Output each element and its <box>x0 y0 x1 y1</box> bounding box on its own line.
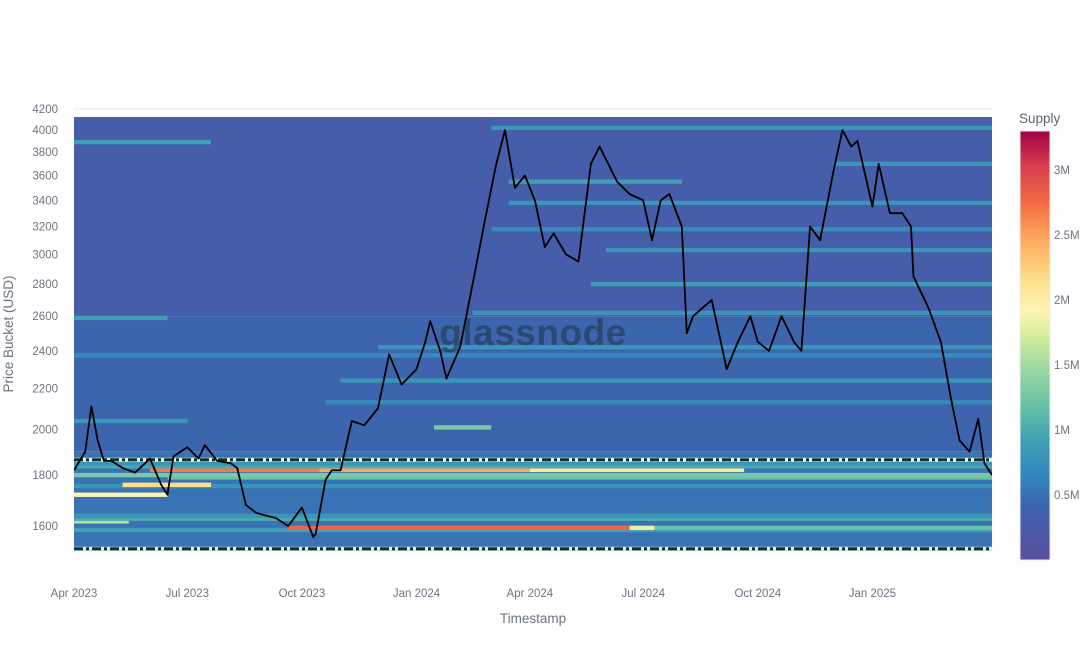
x-axis: Apr 2023 Jul 2023 Oct 2023 Jan 2024 Apr 2024… <box>51 588 896 600</box>
y-tick-label: 1800 <box>32 470 58 482</box>
colorbar-tick-label: 2.5M <box>1054 230 1080 242</box>
heatmap-band <box>508 179 682 184</box>
heatmap-band <box>377 345 992 350</box>
x-tick-label: Jul 2024 <box>621 588 665 600</box>
x-tick-label: Oct 2023 <box>279 588 326 600</box>
y-axis: 1600 1800 2000 2200 2400 2600 2800 3000 3200 3400… <box>32 104 58 533</box>
heatmap-band <box>319 467 530 473</box>
y-tick-label: 3200 <box>32 221 58 233</box>
y-tick-label: 4200 <box>32 104 58 116</box>
heatmap-background <box>74 316 992 452</box>
heatmap-band <box>74 472 992 478</box>
y-tick-label: 3600 <box>32 171 58 183</box>
y-axis-title: Price Bucket (USD) <box>1 275 16 392</box>
heatmap-band <box>325 400 992 405</box>
heatmap-band <box>74 483 992 489</box>
heatmap-band <box>629 525 655 531</box>
heatmap-band <box>491 125 992 131</box>
heatmap-band <box>74 492 168 497</box>
x-tick-label: Jan 2025 <box>849 588 896 600</box>
colorbar-tick-label: 1M <box>1054 425 1070 437</box>
colorbar-tick-label: 0.5M <box>1054 490 1080 502</box>
watermark: glassnode <box>439 312 627 353</box>
heatmap-band <box>833 161 992 166</box>
heatmap-band <box>590 281 992 287</box>
watermark-text: glassnode <box>439 312 627 353</box>
x-tick-label: Apr 2023 <box>51 588 98 600</box>
y-tick-label: 3400 <box>32 195 58 207</box>
colorbar-tick-label: 1.5M <box>1054 360 1080 372</box>
heatmap <box>74 117 992 551</box>
heatmap-band <box>122 482 212 488</box>
x-tick-label: Oct 2024 <box>734 588 781 600</box>
heatmap-band <box>74 464 992 469</box>
colorbar-ticks: 0.5M 1M 1.5M 2M 2.5M 3M <box>1054 165 1080 502</box>
y-tick-label: 2200 <box>32 383 58 395</box>
heatmap-band <box>74 513 992 519</box>
colorbar-gradient <box>1019 130 1051 561</box>
y-tick-label: 3000 <box>32 249 58 261</box>
heatmap-band <box>167 475 992 480</box>
y-tick-label: 1600 <box>32 521 58 533</box>
heatmap-band <box>74 418 188 424</box>
y-tick-label: 4000 <box>32 125 58 137</box>
heatmap-band <box>508 200 992 206</box>
heatmap-band <box>433 425 492 430</box>
heatmap-band <box>149 467 320 473</box>
heatmap-band <box>74 353 992 358</box>
heatmap-band <box>340 378 992 383</box>
x-axis-title: Timestamp <box>500 611 566 626</box>
x-tick-label: Jul 2023 <box>166 588 209 600</box>
heatmap-band <box>74 461 992 466</box>
y-tick-label: 2600 <box>32 311 58 323</box>
y-tick-label: 2400 <box>32 346 58 358</box>
heatmap-band <box>74 139 212 145</box>
colorbar-title: Supply <box>1019 111 1061 126</box>
price-series <box>74 129 992 538</box>
support-levels <box>74 457 992 551</box>
heatmap-band <box>288 525 630 531</box>
heatmap-band <box>605 247 992 253</box>
y-tick-label: 2000 <box>32 425 58 437</box>
colorbar-tick-label: 2M <box>1054 295 1070 307</box>
colorbar: Supply 0.5M 1M 1.5M 2M 2.5M 3M <box>1019 111 1080 561</box>
heatmap-band <box>491 227 992 232</box>
colorbar-tick-label: 3M <box>1054 165 1070 177</box>
y-tick-label: 2800 <box>32 279 58 291</box>
heatmap-band <box>654 525 992 531</box>
heatmap-band <box>74 315 168 321</box>
heatmap-band <box>472 310 992 316</box>
price-line <box>74 129 992 538</box>
heatmap-band <box>74 519 129 524</box>
x-tick-label: Jan 2024 <box>393 588 441 600</box>
y-tick-label: 3800 <box>32 147 58 159</box>
heatmap-band <box>529 467 745 473</box>
heatmap-band <box>74 516 992 521</box>
x-tick-label: Apr 2024 <box>507 588 554 600</box>
